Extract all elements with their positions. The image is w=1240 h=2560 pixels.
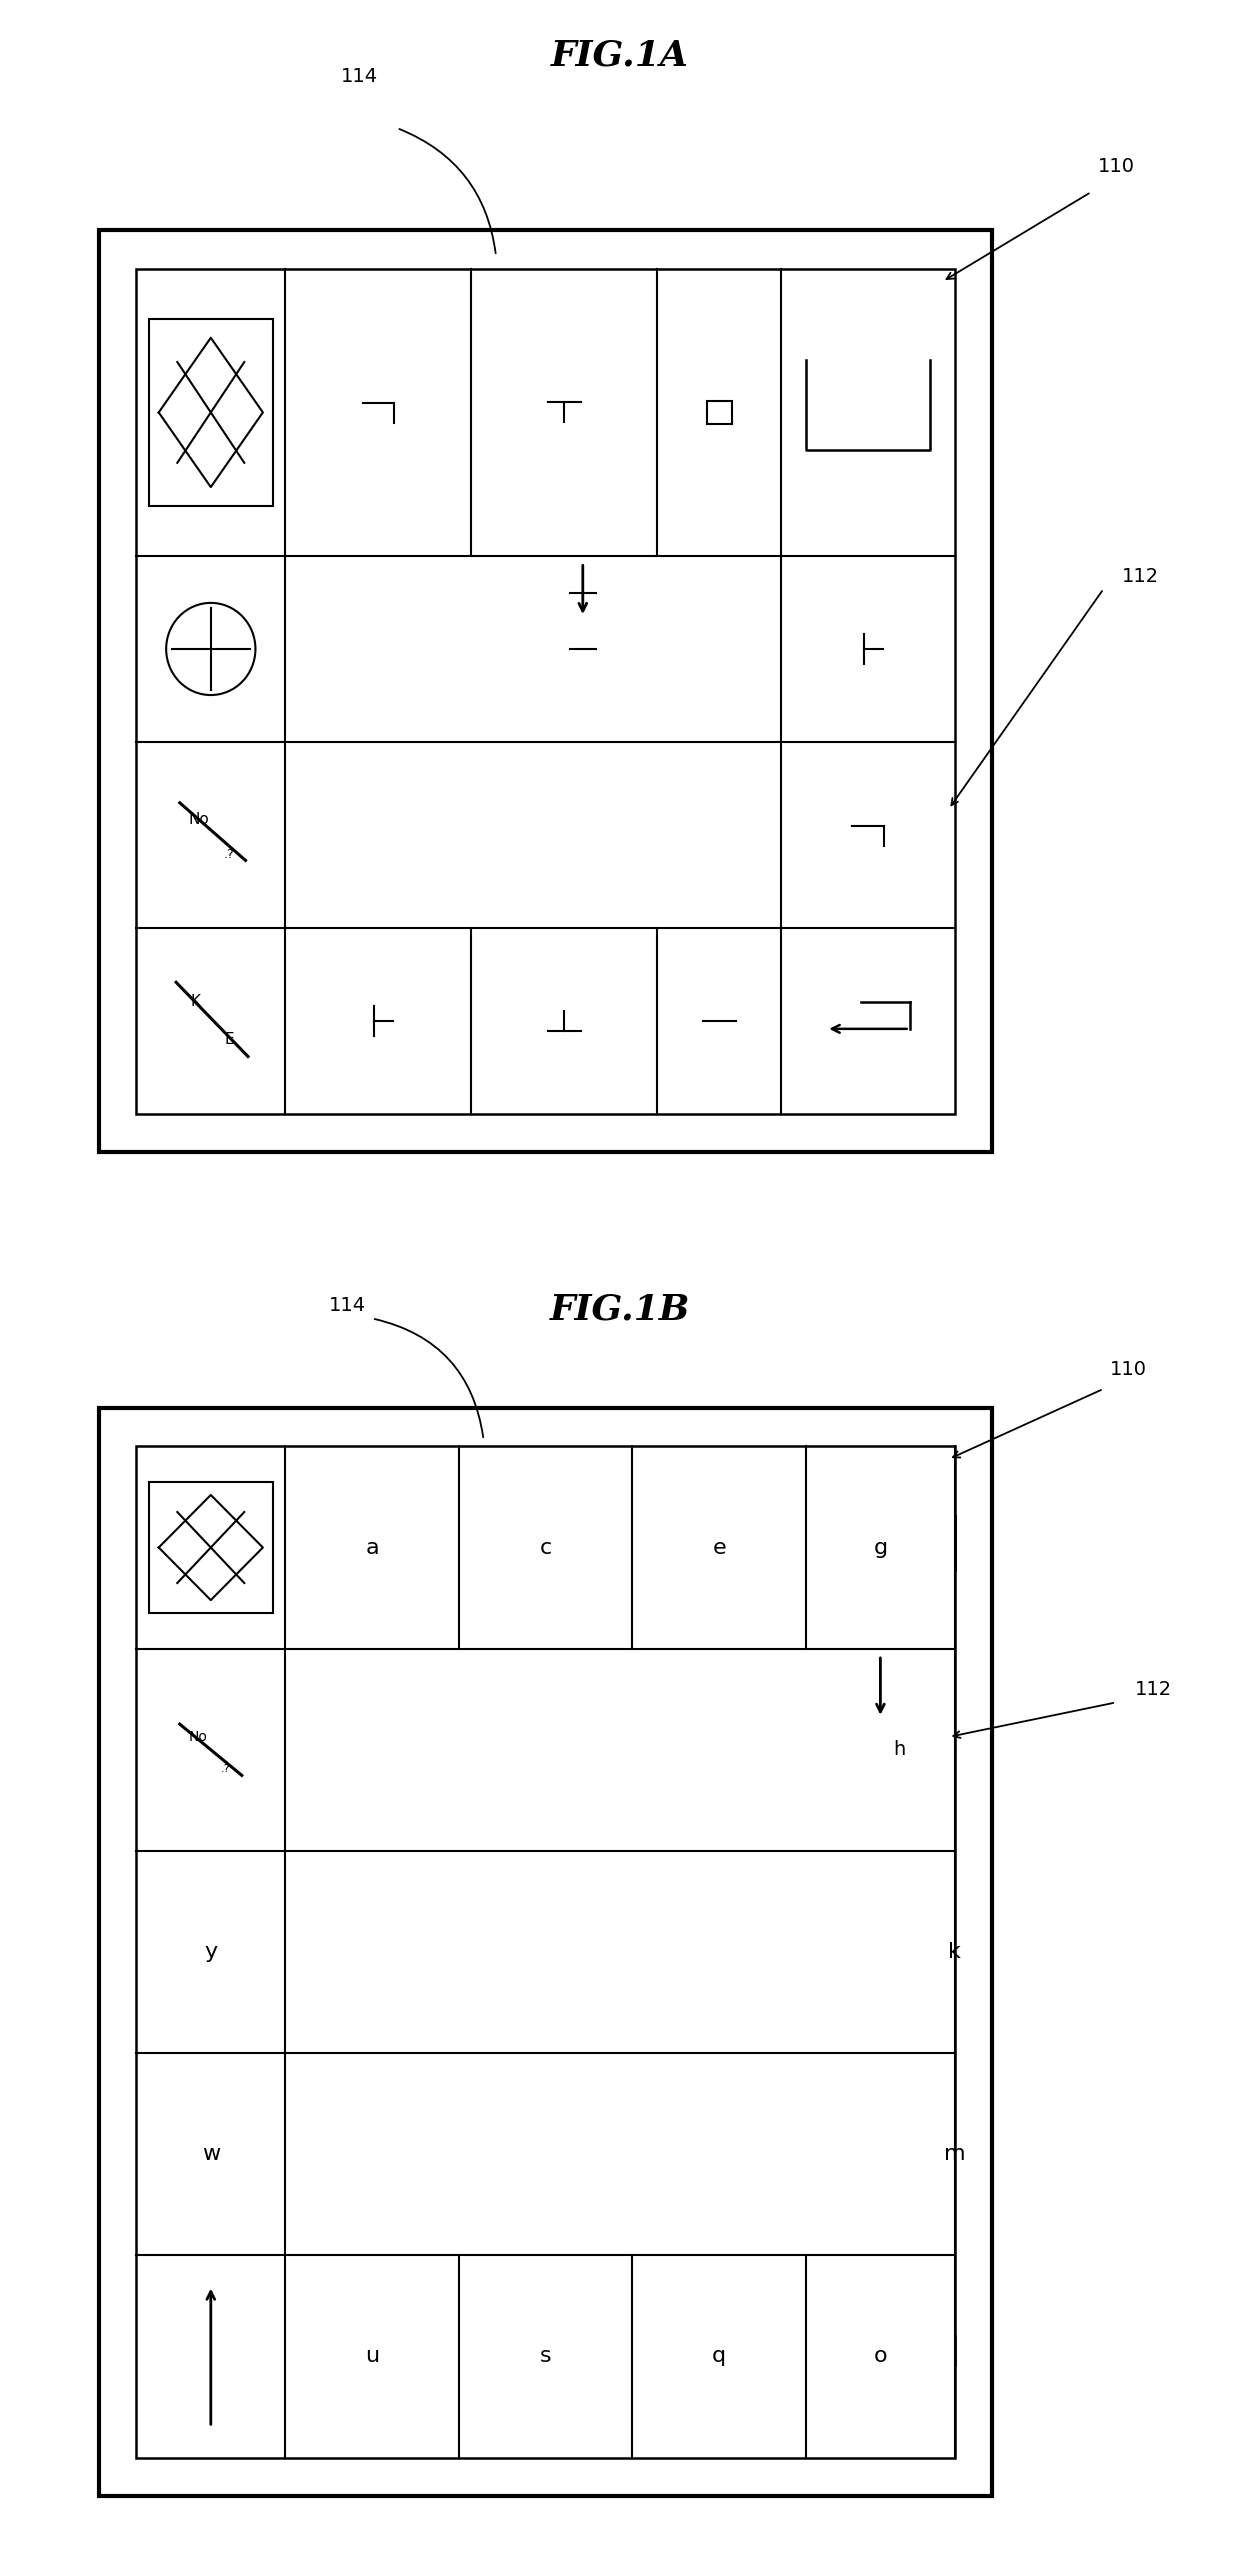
Bar: [136, 1446, 955, 2458]
Text: No: No: [188, 1731, 208, 1743]
Text: 114: 114: [329, 1295, 366, 1316]
Bar: [707, 402, 732, 422]
Text: 112: 112: [1135, 1679, 1172, 1700]
Text: s: s: [539, 2348, 552, 2365]
Text: q: q: [712, 2348, 727, 2365]
Bar: [99, 1408, 992, 2496]
Text: 110: 110: [1097, 156, 1135, 177]
Bar: [149, 320, 273, 507]
Text: o: o: [874, 2348, 887, 2365]
Bar: [136, 269, 955, 1114]
Text: i: i: [951, 1741, 959, 1759]
Text: K: K: [191, 993, 201, 1009]
Text: u: u: [365, 2348, 379, 2365]
Text: .?: .?: [224, 847, 234, 860]
Text: e: e: [713, 1539, 725, 1556]
Text: y: y: [205, 1943, 217, 1961]
Text: FIG.1B: FIG.1B: [549, 1293, 691, 1326]
Text: k: k: [949, 1943, 961, 1961]
Text: 112: 112: [1122, 566, 1159, 586]
Bar: [99, 230, 992, 1152]
Text: h: h: [893, 1741, 905, 1759]
Text: 114: 114: [341, 67, 378, 87]
Text: FIG.1A: FIG.1A: [551, 38, 689, 72]
Text: .?: .?: [221, 1764, 231, 1774]
Bar: [149, 1482, 273, 1613]
Text: g: g: [873, 1539, 888, 1556]
Text: E: E: [224, 1032, 234, 1047]
Text: m: m: [944, 2145, 966, 2163]
Text: a: a: [366, 1539, 378, 1556]
Text: 110: 110: [1110, 1359, 1147, 1380]
Text: c: c: [539, 1539, 552, 1556]
Text: w: w: [202, 2145, 219, 2163]
Text: No: No: [188, 812, 208, 827]
